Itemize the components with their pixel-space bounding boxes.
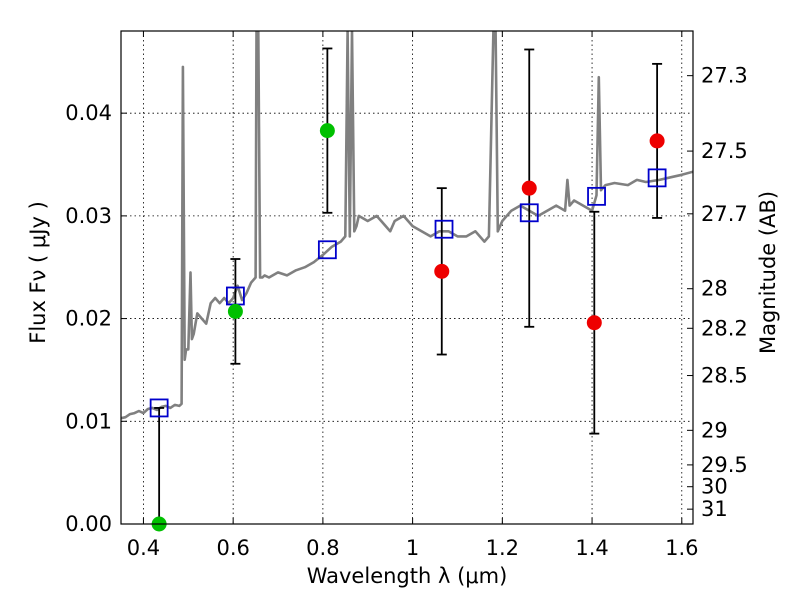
y2-tick-label: 30 bbox=[701, 475, 728, 499]
observed-point bbox=[649, 133, 665, 149]
y-tick-label: 0.00 bbox=[65, 512, 112, 536]
y-axis-title: Flux Fν ( μJy ) bbox=[26, 201, 50, 344]
y2-tick-label: 27.5 bbox=[701, 139, 748, 163]
observed-point bbox=[586, 315, 602, 331]
plot-frame bbox=[120, 30, 694, 525]
x-axis-title: Wavelength λ (μm) bbox=[307, 564, 508, 588]
y2-tick-label: 28.2 bbox=[701, 316, 748, 340]
x-tick-label: 0.6 bbox=[216, 536, 249, 560]
y-tick-label: 0.01 bbox=[65, 409, 112, 433]
errorbar-layer bbox=[154, 47, 663, 524]
model-photometry-square bbox=[519, 203, 539, 223]
model-photometry-square bbox=[149, 398, 169, 418]
marker-layer bbox=[149, 123, 667, 532]
x-tick-label: 1 bbox=[406, 536, 419, 560]
observed-point bbox=[521, 180, 537, 196]
y2-tick-label: 28.5 bbox=[701, 364, 748, 388]
detection-point bbox=[227, 303, 243, 319]
y2-tick-label: 27.7 bbox=[701, 202, 748, 226]
gridlines bbox=[121, 31, 693, 525]
y-tick-label: 0.03 bbox=[65, 204, 112, 228]
model-photometry-square bbox=[587, 186, 606, 206]
y-tick-label: 0.02 bbox=[65, 307, 112, 331]
tick-layer: 0.4 0.6 0.8 1 1.2 1.4 1.6 0.00 0.01 0.02 0.03 0.04 2… bbox=[65, 31, 748, 560]
y2-tick-label: 29 bbox=[701, 418, 728, 442]
observed-point bbox=[434, 263, 450, 279]
y2-tick-label: 28 bbox=[701, 277, 728, 301]
y2-tick-label: 27.3 bbox=[701, 64, 748, 88]
model-photometry-square bbox=[317, 240, 337, 260]
x-tick-label: 1.6 bbox=[665, 536, 698, 560]
model-photometry-square bbox=[434, 219, 454, 239]
x-tick-label: 0.8 bbox=[306, 536, 339, 560]
detection-point bbox=[319, 123, 335, 139]
spectrum-layer bbox=[121, 31, 693, 420]
y2-tick-label: 29.5 bbox=[701, 453, 748, 477]
y-tick-label: 0.04 bbox=[65, 101, 112, 125]
model-photometry-square bbox=[647, 168, 667, 188]
x-tick-label: 1.4 bbox=[575, 536, 608, 560]
y2-tick-label: 31 bbox=[701, 497, 728, 521]
x-tick-label: 0.4 bbox=[127, 536, 160, 560]
y2-axis-title: Magnitude (AB) bbox=[756, 191, 780, 354]
template-spectrum-line bbox=[121, 31, 693, 420]
x-tick-label: 1.2 bbox=[486, 536, 519, 560]
